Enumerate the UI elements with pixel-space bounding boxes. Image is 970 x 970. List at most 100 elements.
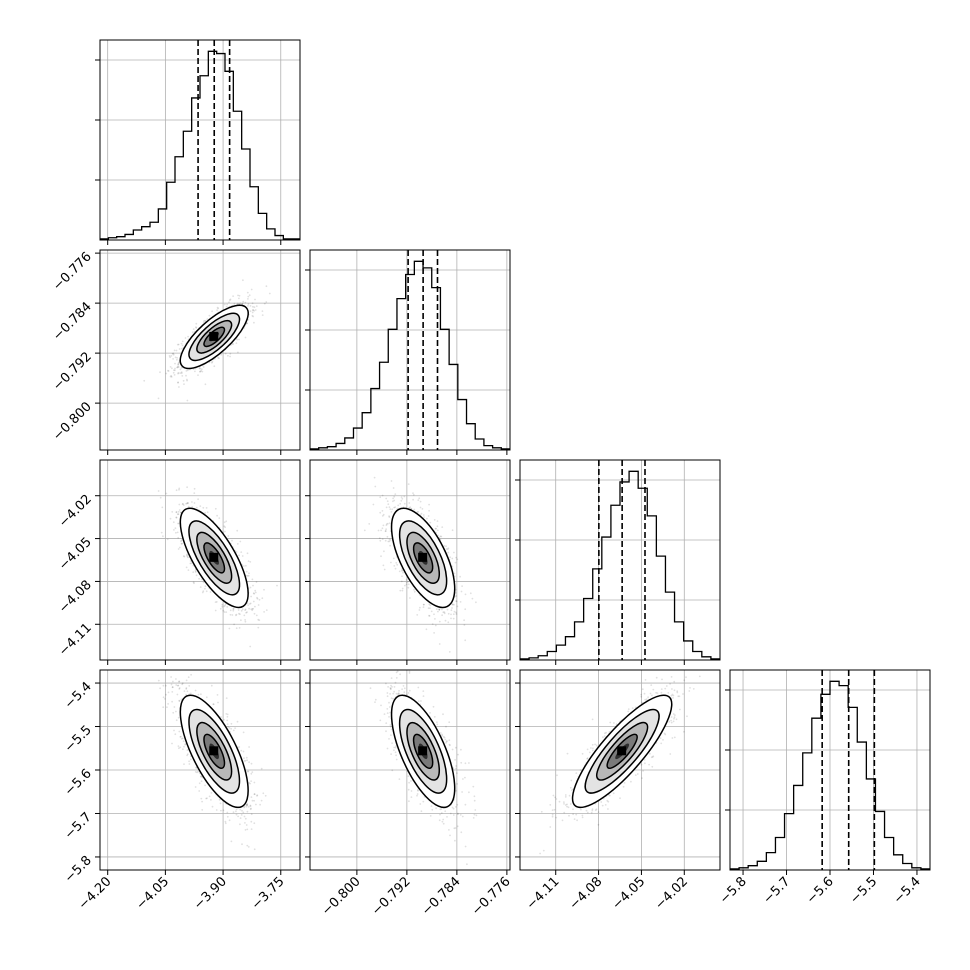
scatter-point bbox=[159, 496, 162, 499]
scatter-point bbox=[384, 530, 387, 533]
scatter-point bbox=[251, 578, 254, 581]
scatter-point bbox=[437, 610, 439, 613]
scatter-point bbox=[185, 679, 188, 682]
scatter-point bbox=[182, 504, 185, 506]
scatter-point bbox=[193, 582, 195, 585]
scatter-point bbox=[469, 592, 472, 595]
scatter-point bbox=[254, 309, 257, 311]
scatter-point bbox=[174, 369, 176, 372]
scatter-point bbox=[180, 539, 183, 541]
scatter-point bbox=[202, 581, 205, 584]
scatter-point bbox=[434, 527, 437, 530]
scatter-point bbox=[238, 303, 240, 305]
scatter-point bbox=[417, 499, 420, 501]
scatter-point bbox=[447, 547, 450, 550]
scatter-point bbox=[178, 687, 181, 689]
scatter-point bbox=[186, 749, 189, 751]
scatter-point bbox=[217, 701, 219, 704]
scatter-point bbox=[447, 612, 450, 615]
scatter-point bbox=[185, 566, 188, 569]
scatter-point bbox=[251, 314, 254, 317]
scatter-point bbox=[177, 364, 180, 366]
scatter-point bbox=[389, 539, 392, 541]
scatter-point bbox=[233, 302, 236, 305]
scatter-point bbox=[232, 608, 235, 610]
scatter-point bbox=[418, 609, 421, 611]
scatter-point bbox=[187, 505, 190, 508]
scatter-point bbox=[179, 746, 182, 749]
scatter-point bbox=[388, 538, 391, 541]
scatter-point bbox=[464, 608, 467, 611]
scatter-point bbox=[176, 357, 179, 359]
scatter-point bbox=[161, 506, 164, 509]
scatter-point bbox=[162, 706, 165, 709]
axes-frame bbox=[519, 459, 721, 661]
scatter-point bbox=[195, 574, 198, 577]
scatter-point bbox=[251, 311, 254, 314]
scatter-point bbox=[175, 531, 177, 534]
scatter-point bbox=[381, 494, 384, 497]
scatter-point bbox=[452, 617, 455, 620]
scatter-point bbox=[186, 378, 188, 381]
scatter-point bbox=[385, 506, 388, 509]
scatter-point bbox=[247, 604, 250, 606]
scatter-point bbox=[235, 813, 238, 816]
scatter-point bbox=[169, 356, 172, 359]
scatter-point bbox=[397, 504, 400, 507]
scatter-point bbox=[453, 572, 456, 575]
scatter-point bbox=[451, 529, 454, 532]
scatter-point bbox=[195, 322, 198, 325]
scatter-point bbox=[177, 362, 180, 365]
scatter-point bbox=[204, 585, 207, 588]
scatter-point bbox=[186, 553, 189, 556]
scatter-point bbox=[232, 811, 235, 814]
scatter-point bbox=[175, 489, 178, 492]
scatter-point bbox=[186, 486, 189, 489]
scatter-point bbox=[246, 611, 248, 614]
scatter-point bbox=[180, 342, 183, 345]
scatter-point bbox=[438, 608, 441, 611]
scatter-point bbox=[388, 506, 391, 508]
scatter-point bbox=[183, 555, 186, 558]
scatter-point bbox=[200, 369, 203, 372]
scatter-point bbox=[253, 306, 256, 309]
scatter-point bbox=[380, 529, 382, 532]
scatter-point bbox=[385, 497, 388, 500]
scatter-point bbox=[268, 292, 271, 295]
scatter-point bbox=[186, 555, 189, 558]
scatter-point bbox=[210, 684, 213, 687]
scatter-point bbox=[246, 291, 249, 294]
scatter-point bbox=[232, 343, 234, 346]
scatter-point bbox=[185, 687, 188, 689]
scatter-point bbox=[224, 604, 226, 607]
scatter-point bbox=[372, 503, 375, 506]
scatter-point bbox=[187, 676, 190, 679]
scatter-point bbox=[255, 614, 258, 617]
scatter-point bbox=[383, 550, 385, 553]
scatter-point bbox=[210, 799, 212, 801]
scatter-point bbox=[263, 588, 265, 591]
scatter-point bbox=[193, 487, 196, 490]
scatter-point bbox=[225, 305, 228, 308]
scatter-point bbox=[194, 571, 197, 573]
scatter-point bbox=[368, 523, 371, 525]
scatter-point bbox=[399, 589, 402, 592]
scatter-point bbox=[387, 503, 390, 506]
scatter-point bbox=[235, 614, 237, 617]
scatter-point bbox=[186, 753, 189, 756]
scatter-point bbox=[448, 651, 451, 653]
scatter-point bbox=[253, 309, 256, 312]
scatter-point bbox=[202, 590, 205, 593]
scatter-point bbox=[381, 510, 384, 512]
scatter-point bbox=[200, 368, 203, 371]
scatter-point bbox=[239, 540, 242, 543]
scatter-point bbox=[258, 619, 261, 622]
scatter-point bbox=[386, 535, 389, 538]
scatter-point bbox=[265, 301, 268, 303]
scatter-point bbox=[403, 495, 406, 498]
scatter-point bbox=[198, 790, 201, 792]
scatter-point bbox=[172, 352, 175, 355]
scatter-point bbox=[240, 609, 243, 612]
scatter-point bbox=[433, 519, 436, 521]
scatter-point bbox=[446, 608, 449, 611]
